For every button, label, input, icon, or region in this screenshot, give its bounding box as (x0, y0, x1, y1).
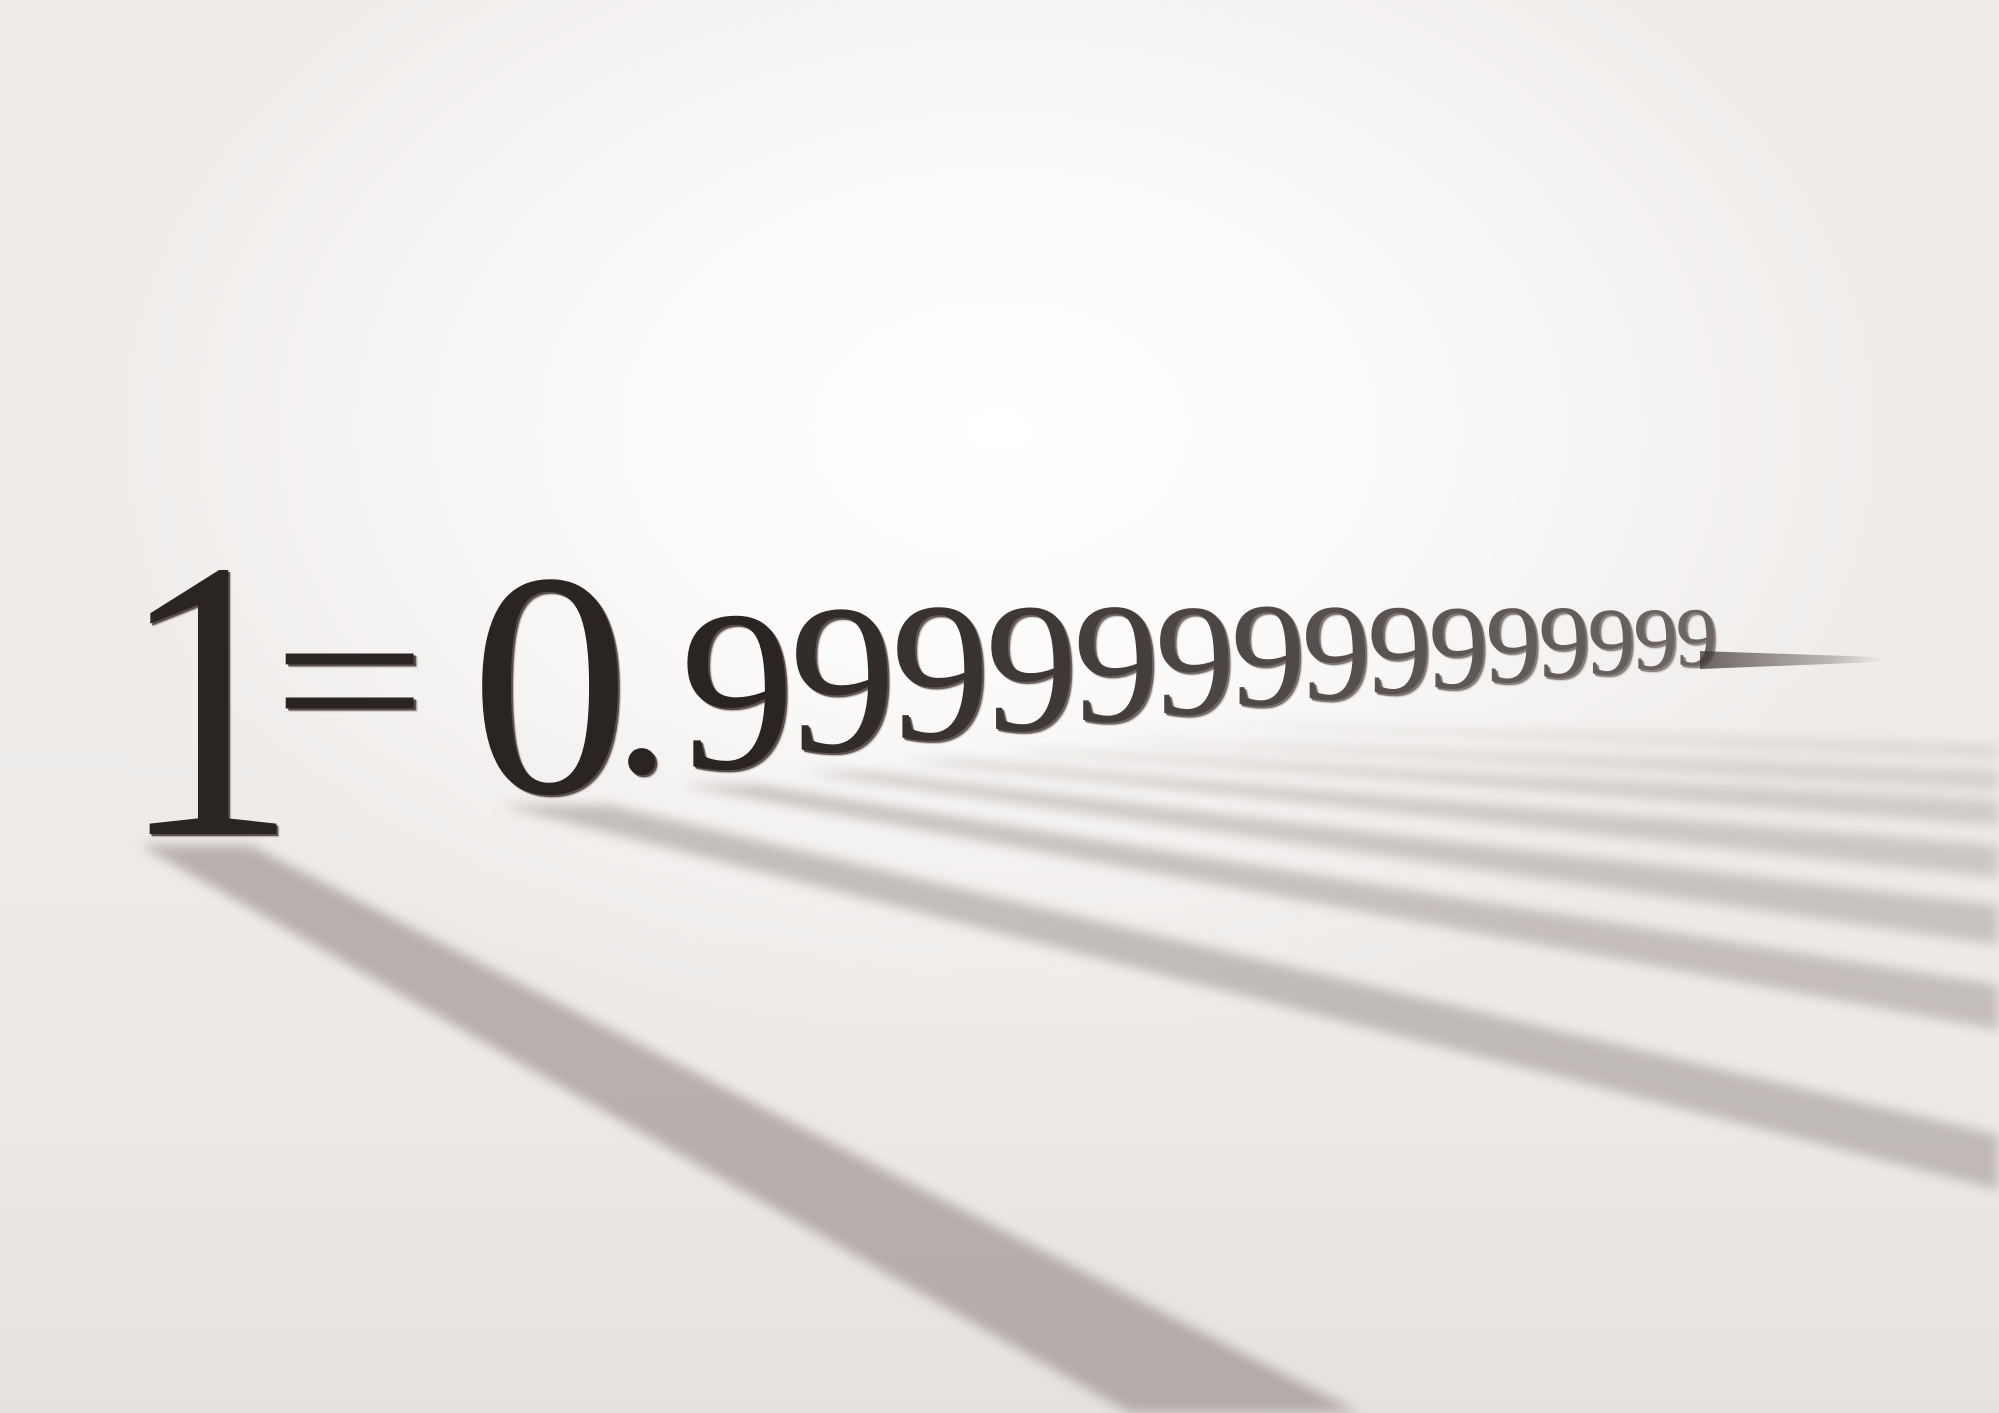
digit-nine: 9 (1538, 585, 1590, 700)
digit-nine: 9 (1154, 570, 1235, 749)
shadow-nine-1 (680, 785, 1999, 1030)
digit-nine: 9 (1367, 577, 1432, 721)
shadow-nine-2 (800, 772, 1999, 945)
digit-nine: 9 (1633, 590, 1678, 690)
digit-nine: 9 (1230, 572, 1306, 738)
equals-sign: = (272, 558, 428, 802)
digit-nine: 9 (680, 563, 795, 819)
shadow-nine-5 (1100, 740, 1999, 790)
shadow-nine-3 (900, 760, 1999, 878)
shadow-zero (500, 805, 1999, 1190)
digit-nine: 9 (1485, 583, 1541, 707)
digit-one: 1 (118, 478, 298, 921)
digit-nine: 9 (1428, 580, 1489, 714)
digit-nine: 9 (789, 561, 897, 799)
digit-nine: 9 (1301, 575, 1371, 729)
digit-nine: 9 (1073, 568, 1160, 759)
shadow-one (140, 845, 1360, 1413)
shadow-nine-4 (1000, 750, 1999, 826)
shadow-nine-6 (1200, 725, 1999, 758)
decimal-point: . (613, 567, 671, 822)
digit-nine: 9 (985, 565, 1078, 771)
digit-nine: 9 (1587, 587, 1636, 695)
digit-nine: 9 (890, 563, 991, 784)
digit-zero: 0 (470, 508, 630, 862)
